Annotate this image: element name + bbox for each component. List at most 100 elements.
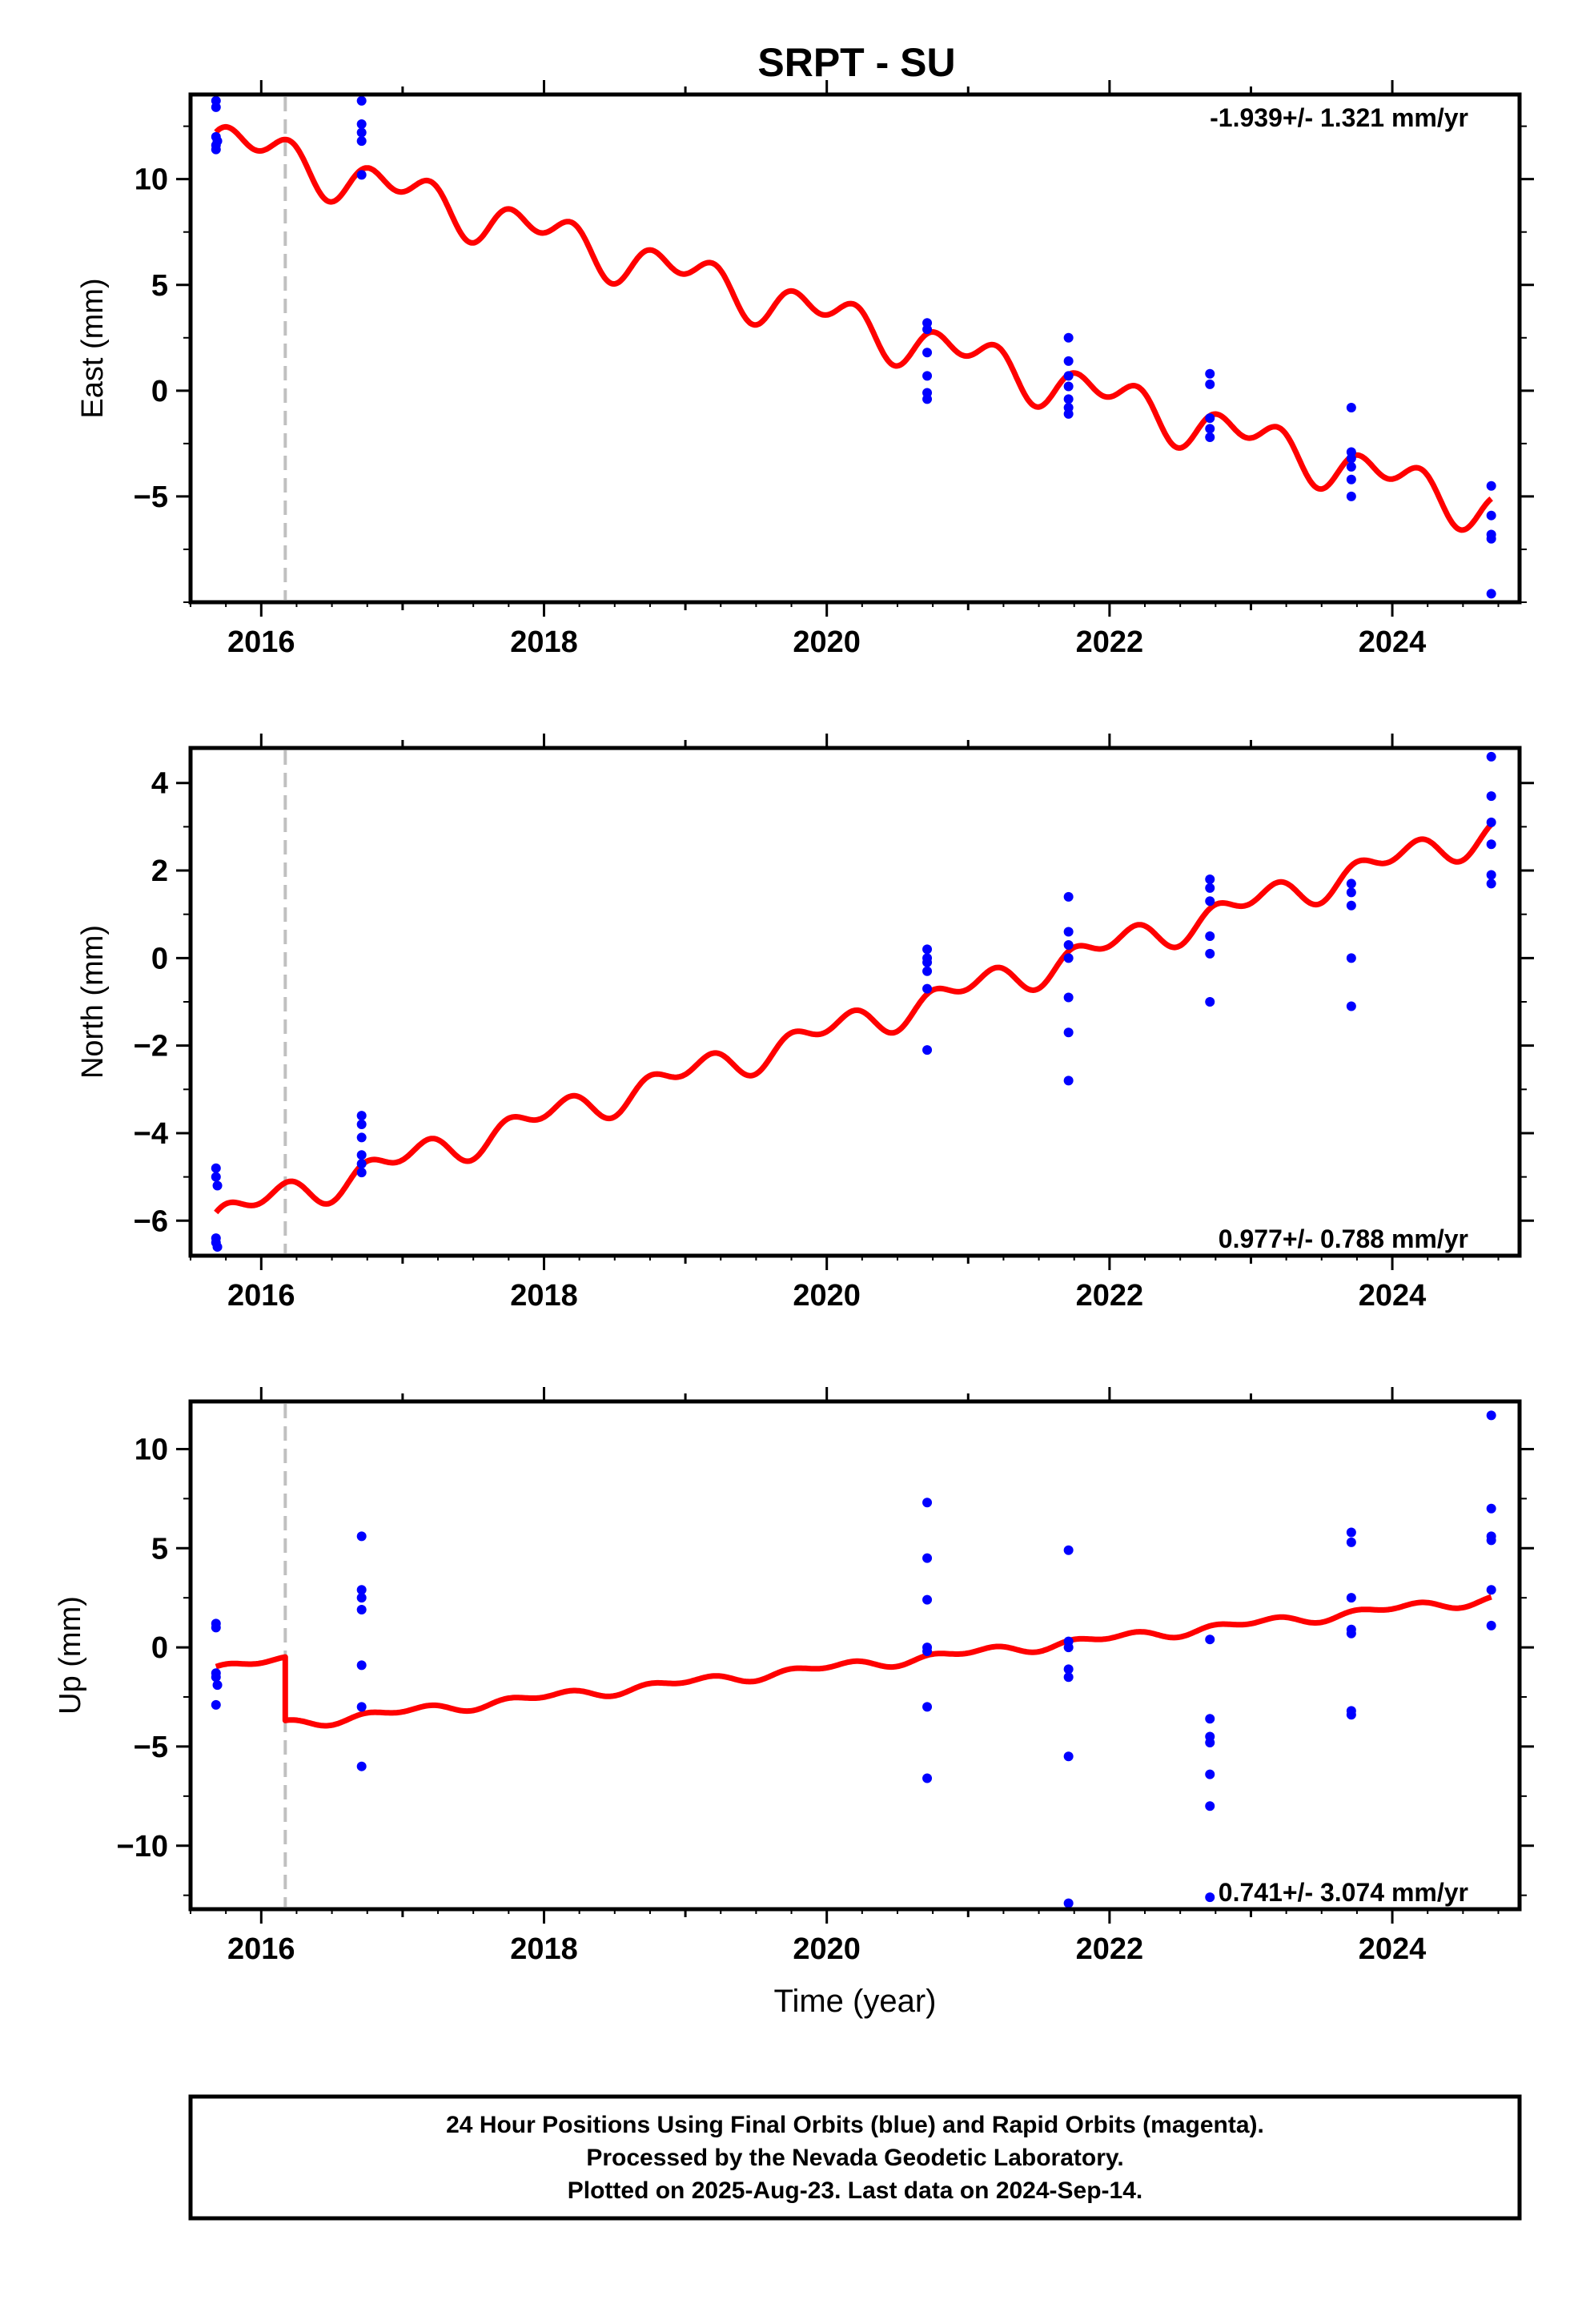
up-xtick-label: 2022 <box>1076 1932 1144 1966</box>
east-ylabel: East (mm) <box>76 278 110 418</box>
up-ytick-label: 5 <box>151 1532 168 1566</box>
east-data-point <box>1063 356 1074 366</box>
north-data-point <box>212 1242 223 1252</box>
east-data-point <box>212 136 223 147</box>
north-data-point <box>1205 896 1215 907</box>
north-data-point <box>1346 879 1356 889</box>
up-data-point <box>356 1585 367 1595</box>
east-data-point <box>1346 461 1356 472</box>
east-data-point <box>356 119 367 129</box>
east-data-point <box>1346 491 1356 501</box>
north-frame <box>188 746 1522 1258</box>
north-xtick-label: 2016 <box>227 1279 295 1313</box>
north-panel: North (mm) 0.977+/- 0.788 mm/yr <box>76 925 1468 1253</box>
north-data-point <box>356 1168 367 1178</box>
north-model-line <box>214 822 1494 1215</box>
north-xtick-label: 2022 <box>1076 1279 1144 1313</box>
north-data-point <box>1486 879 1496 889</box>
up-ytick-label: −5 <box>134 1731 168 1764</box>
up-data-point <box>1486 1503 1496 1514</box>
up-xtick-label: 2018 <box>510 1932 578 1966</box>
east-data-point <box>922 371 933 381</box>
east-xtick-label: 2020 <box>793 625 861 659</box>
east-frame <box>188 92 1522 605</box>
north-data-point <box>1063 939 1074 950</box>
north-data-point <box>211 1172 221 1182</box>
up-plot-content: 2016 2018 2020 2022 2024 −10 −5 0 5 10 <box>117 1387 1534 1966</box>
up-data-point <box>1346 1710 1356 1720</box>
north-data-point <box>1205 948 1215 959</box>
north-data-point <box>1205 883 1215 893</box>
east-ytick-label: 5 <box>151 269 168 303</box>
east-ytick-label: 0 <box>151 375 168 408</box>
east-data-point <box>922 394 933 404</box>
east-data-point <box>356 95 367 106</box>
up-data-point <box>1205 1737 1215 1747</box>
east-ytick-label: 10 <box>135 163 168 197</box>
up-data-point <box>356 1660 367 1671</box>
up-xtick-label: 2016 <box>227 1932 295 1966</box>
east-data-point <box>922 324 933 335</box>
north-data-point <box>1063 953 1074 963</box>
east-data-point <box>1205 379 1215 389</box>
up-panel: Up (mm) 0.741+/- 3.074 mm/yr <box>54 1596 1468 1907</box>
north-rate-label: 0.977+/- 0.788 mm/yr <box>1219 1224 1468 1253</box>
east-data-point <box>1063 371 1074 381</box>
north-data-point <box>1486 791 1496 802</box>
caption-box: 24 Hour Positions Using Final Orbits (bl… <box>188 2094 1522 2221</box>
up-data-point <box>1346 1593 1356 1603</box>
east-data-point <box>922 348 933 358</box>
north-data-point <box>922 944 933 955</box>
north-data-point <box>1346 900 1356 911</box>
up-data-point <box>922 1647 933 1657</box>
up-data-point <box>1063 1751 1074 1762</box>
east-data-point <box>356 136 367 147</box>
east-model-line <box>214 123 1493 533</box>
up-data-point <box>1486 1620 1496 1630</box>
east-data-point <box>356 127 367 138</box>
up-data-point <box>356 1761 367 1771</box>
east-data-point <box>1063 394 1074 404</box>
up-xtick-label: 2024 <box>1359 1932 1427 1966</box>
north-xtick-label: 2018 <box>510 1279 578 1313</box>
up-data-point <box>1346 1628 1356 1638</box>
north-ytick-label: 2 <box>151 854 168 888</box>
east-plot-content: 2016 2018 2020 2022 2024 −5 0 5 10 <box>134 80 1534 659</box>
up-data-point <box>1063 1545 1074 1555</box>
up-data-point <box>922 1553 933 1563</box>
up-data-point <box>356 1702 367 1712</box>
up-ytick-label: 10 <box>135 1433 168 1466</box>
north-data-point <box>922 957 933 967</box>
north-data-point <box>1205 931 1215 942</box>
north-data-point <box>1063 891 1074 902</box>
up-data-point <box>1346 1537 1356 1547</box>
up-ytick-label: 0 <box>151 1631 168 1665</box>
east-ytick-label: −5 <box>134 480 168 514</box>
up-xtick-label: 2020 <box>793 1932 861 1966</box>
north-data-point <box>1063 1076 1074 1086</box>
east-xtick-label: 2022 <box>1076 625 1144 659</box>
north-ytick-label: −2 <box>134 1030 168 1063</box>
up-data-point <box>1063 1664 1074 1675</box>
east-data-point <box>1486 533 1496 544</box>
east-data-point <box>1486 589 1496 599</box>
north-data-point <box>1486 817 1496 827</box>
east-rate-label: -1.939+/- 1.321 mm/yr <box>1210 103 1468 132</box>
east-data-point <box>1346 402 1356 412</box>
up-data-point <box>211 1672 221 1683</box>
up-data-point <box>211 1699 221 1710</box>
east-data-point <box>211 144 221 155</box>
north-ytick-label: −6 <box>134 1204 168 1238</box>
north-data-point <box>356 1111 367 1121</box>
east-panel: East (mm) -1.939+/- 1.321 mm/yr <box>76 103 1468 419</box>
north-data-point <box>1063 992 1074 1003</box>
north-data-point <box>1346 953 1356 963</box>
east-data-point <box>1205 432 1215 442</box>
east-data-point <box>1346 453 1356 464</box>
up-data-point <box>922 1498 933 1508</box>
up-data-point <box>356 1593 367 1603</box>
north-data-point <box>1486 870 1496 880</box>
east-data-point <box>356 170 367 180</box>
north-data-point <box>1063 1027 1074 1038</box>
north-data-point <box>356 1120 367 1130</box>
